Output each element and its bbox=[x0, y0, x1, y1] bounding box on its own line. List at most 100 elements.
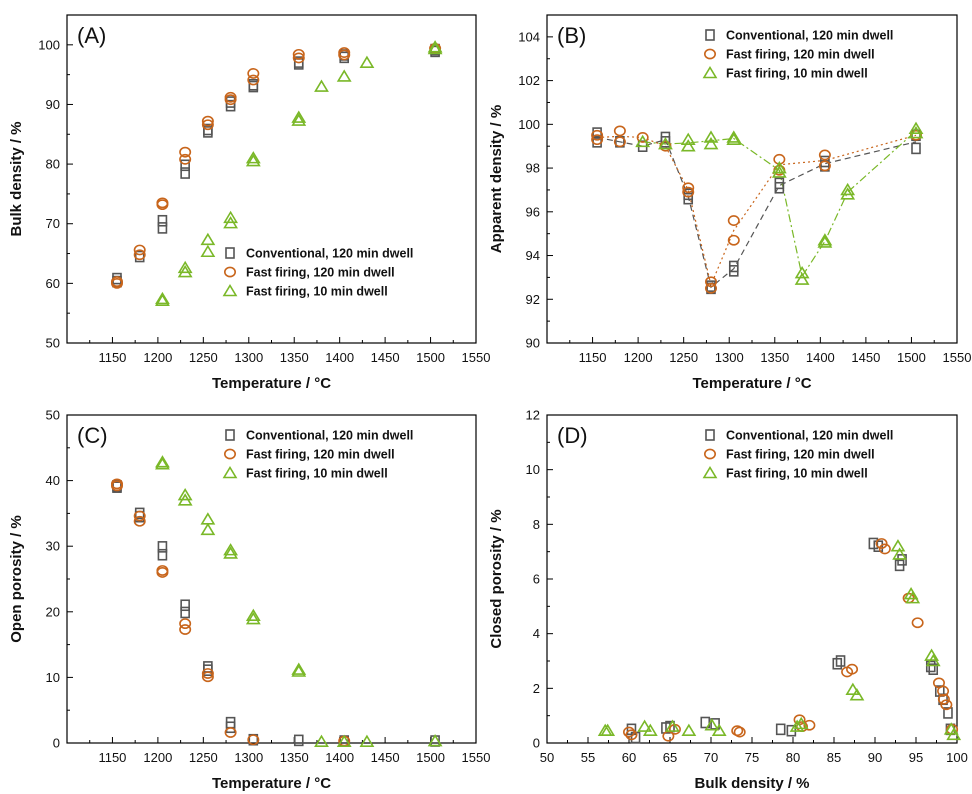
y-tick-label: 40 bbox=[46, 473, 60, 488]
x-axis-title: Temperature / °C bbox=[212, 775, 331, 792]
data-point-fast120 bbox=[292, 48, 305, 60]
data-point-conventional bbox=[157, 548, 168, 561]
legend-marker-fast10 bbox=[222, 283, 238, 297]
data-point-fast10 bbox=[925, 653, 941, 667]
data-point-fast10 bbox=[726, 132, 742, 145]
x-tick-label: 100 bbox=[946, 750, 968, 765]
data-point-fast10 bbox=[223, 210, 239, 224]
panel-label: (B) bbox=[557, 23, 586, 48]
data-point-fast10 bbox=[223, 543, 239, 556]
data-point-fast10 bbox=[711, 723, 727, 737]
data-point-fast10 bbox=[840, 182, 856, 196]
y-tick-label: 4 bbox=[533, 626, 540, 641]
data-point-fast120 bbox=[622, 726, 635, 738]
data-point-fast120 bbox=[201, 671, 214, 683]
plot-frame bbox=[66, 414, 477, 744]
data-point-conventional bbox=[203, 661, 213, 673]
y-tick-label: 102 bbox=[518, 73, 540, 88]
legend-marker-fast120 bbox=[703, 448, 716, 460]
data-point-fast10 bbox=[291, 113, 307, 126]
y-tick-label: 12 bbox=[526, 408, 540, 423]
x-tick-label: 1350 bbox=[280, 750, 309, 765]
x-tick-label: 1150 bbox=[98, 350, 126, 365]
legend-label-conventional: Conventional, 120 min dwell bbox=[726, 29, 893, 43]
data-point-fast120 bbox=[110, 277, 123, 289]
data-point-fast120 bbox=[937, 693, 950, 705]
data-point-fast120 bbox=[636, 132, 649, 143]
legend-marker-fast10 bbox=[222, 465, 238, 479]
data-point-fast10 bbox=[704, 718, 720, 731]
data-point-conventional bbox=[134, 250, 145, 263]
legend-label-fast10: Fast firing, 10 min dwell bbox=[246, 285, 388, 299]
data-point-fast120 bbox=[179, 624, 192, 635]
x-tick-label: 95 bbox=[909, 750, 923, 765]
y-tick-label: 100 bbox=[38, 37, 60, 52]
panel-label: (D) bbox=[557, 423, 588, 448]
data-point-conventional bbox=[293, 734, 304, 747]
panel-c: 1150 1200 1250 1300 1350 1400 1450 1500 1550 0 10 2… bbox=[8, 408, 490, 793]
data-point-conventional bbox=[868, 537, 879, 550]
data-point-conventional bbox=[203, 126, 213, 138]
data-point-fast120 bbox=[875, 538, 888, 549]
data-point-fast120 bbox=[682, 182, 695, 194]
data-point-conventional bbox=[157, 214, 168, 227]
data-point-fast10 bbox=[726, 130, 742, 143]
y-axis-title: Bulk density / % bbox=[8, 121, 25, 236]
data-point-fast120 bbox=[133, 244, 146, 256]
x-tick-label: 85 bbox=[827, 750, 841, 765]
data-point-conventional bbox=[180, 159, 190, 172]
y-tick-label: 90 bbox=[526, 336, 540, 351]
y-tick-label: 60 bbox=[46, 276, 60, 291]
x-tick-label: 1200 bbox=[143, 350, 172, 365]
legend-marker-conventional bbox=[225, 429, 235, 441]
x-tick-label: 1450 bbox=[851, 350, 880, 365]
y-tick-label: 100 bbox=[518, 117, 540, 132]
legend-label-fast120: Fast firing, 120 min dwell bbox=[246, 266, 395, 280]
plot-frame bbox=[546, 14, 958, 344]
x-tick-label: 1150 bbox=[98, 750, 126, 765]
data-point-fast10 bbox=[794, 265, 810, 279]
data-point-fast10 bbox=[245, 608, 261, 622]
x-tick-label: 1250 bbox=[189, 350, 218, 365]
legend-label-fast120: Fast firing, 120 min dwell bbox=[726, 48, 875, 62]
legend-label-conventional: Conventional, 120 min dwell bbox=[246, 429, 413, 443]
x-tick-label: 1200 bbox=[143, 750, 172, 765]
data-point-fast10 bbox=[223, 546, 239, 559]
data-point-fast120 bbox=[156, 567, 169, 578]
data-point-fast120 bbox=[727, 234, 740, 246]
x-tick-label: 1550 bbox=[462, 350, 491, 365]
data-point-fast120 bbox=[846, 663, 859, 675]
data-point-fast120 bbox=[704, 282, 717, 294]
y-tick-label: 6 bbox=[533, 572, 540, 587]
x-tick-label: 1350 bbox=[280, 350, 309, 365]
data-point-fast10 bbox=[905, 591, 921, 604]
x-tick-label: 60 bbox=[622, 750, 636, 765]
x-tick-label: 1150 bbox=[579, 350, 607, 365]
trend-line-conventional bbox=[596, 136, 917, 289]
x-tick-label: 1450 bbox=[371, 350, 400, 365]
data-point-fast120 bbox=[911, 617, 924, 629]
data-point-fast120 bbox=[625, 729, 638, 741]
data-point-fast120 bbox=[818, 149, 831, 161]
data-point-fast10 bbox=[771, 165, 787, 178]
data-point-fast120 bbox=[247, 74, 260, 86]
y-tick-label: 90 bbox=[46, 97, 60, 112]
data-point-conventional bbox=[943, 707, 953, 719]
data-point-conventional bbox=[660, 136, 671, 148]
x-tick-label: 1550 bbox=[462, 750, 491, 765]
data-point-conventional bbox=[157, 222, 168, 234]
data-point-fast10 bbox=[817, 235, 833, 248]
x-axis-title: Temperature / °C bbox=[692, 375, 811, 392]
x-axis-title: Bulk density / % bbox=[694, 775, 809, 792]
data-point-fast120 bbox=[937, 685, 950, 697]
data-point-fast10 bbox=[849, 688, 865, 701]
data-point-fast10 bbox=[177, 260, 193, 274]
data-point-fast10 bbox=[200, 512, 216, 525]
data-point-fast10 bbox=[200, 244, 216, 258]
data-point-fast10 bbox=[924, 648, 939, 661]
data-point-conventional bbox=[911, 142, 921, 155]
x-tick-label: 1400 bbox=[325, 750, 354, 765]
data-point-fast120 bbox=[704, 276, 717, 288]
data-point-fast10 bbox=[642, 723, 658, 737]
legend-marker-fast120 bbox=[703, 48, 716, 60]
